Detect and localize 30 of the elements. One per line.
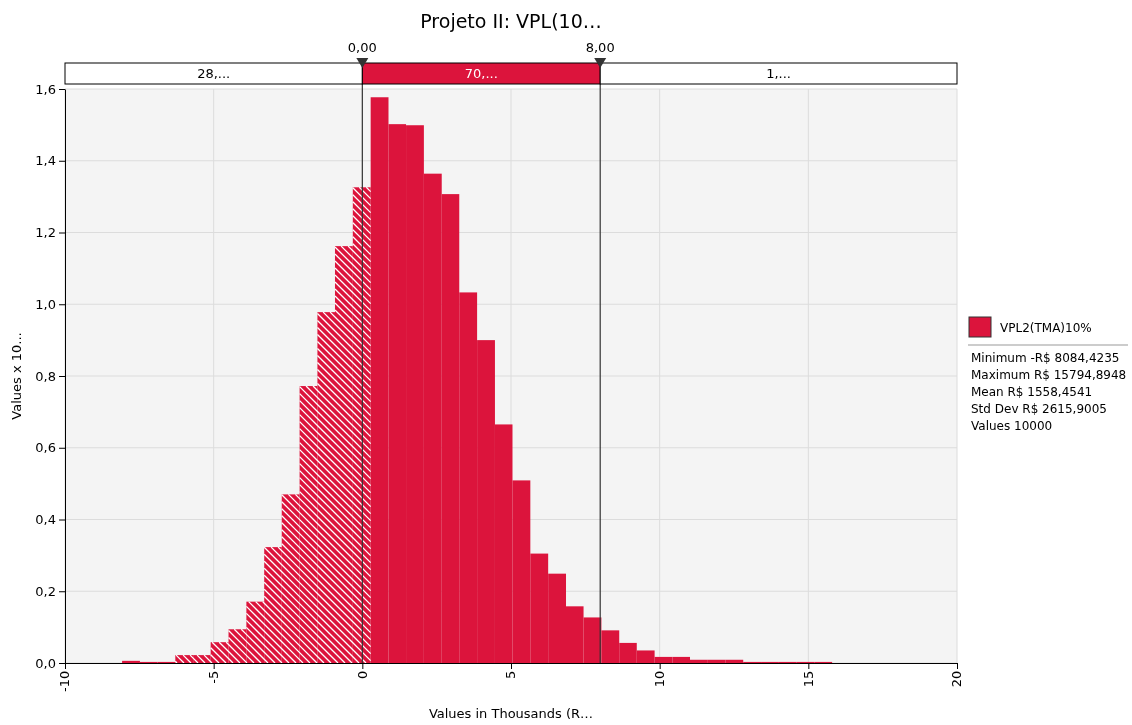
x-tick-label: 5 — [503, 670, 519, 680]
y-tick-label: 1,0 — [35, 296, 56, 312]
text: 1,... — [766, 66, 792, 81]
text: Minimum -R$ 8084,4235 — [971, 351, 1120, 365]
x-tick-label: 0 — [354, 670, 370, 680]
y-tick-label: 0,0 — [35, 655, 56, 671]
chart-title: Projeto II: VPL(10… — [420, 10, 602, 32]
y-tick-label: 0,8 — [35, 368, 56, 384]
text: 28,... — [197, 66, 231, 81]
ref-line-label: 8,00 — [585, 40, 615, 55]
y-tick-label: 1,6 — [35, 81, 56, 97]
x-tick-label: 20 — [949, 670, 965, 688]
x-tick-label: 15 — [800, 670, 816, 688]
y-tick-label: 0,4 — [35, 512, 56, 528]
text: Mean R$ 1558,4541 — [971, 385, 1093, 399]
text: Std Dev R$ 2615,9005 — [971, 402, 1107, 416]
x-tick-label: -10 — [57, 670, 73, 693]
x-axis-title: Values in Thousands (R… — [428, 706, 594, 721]
y-tick-label: 0,6 — [35, 440, 56, 456]
y-axis-title: Values x 10... — [9, 332, 24, 420]
text: 70,... — [464, 66, 498, 81]
text: Values 10000 — [971, 419, 1053, 433]
text: Maximum R$ 15794,8948 — [971, 368, 1127, 382]
y-tick-label: 0,2 — [35, 583, 56, 599]
y-tick-label: 1,4 — [35, 153, 56, 169]
x-tick-label: -5 — [205, 670, 221, 684]
ref-line-label: 0,00 — [347, 40, 377, 55]
x-tick-label: 10 — [651, 670, 667, 688]
y-tick-label: 1,2 — [35, 225, 56, 241]
legend-label: VPL2(TMA)10% — [1000, 321, 1092, 335]
